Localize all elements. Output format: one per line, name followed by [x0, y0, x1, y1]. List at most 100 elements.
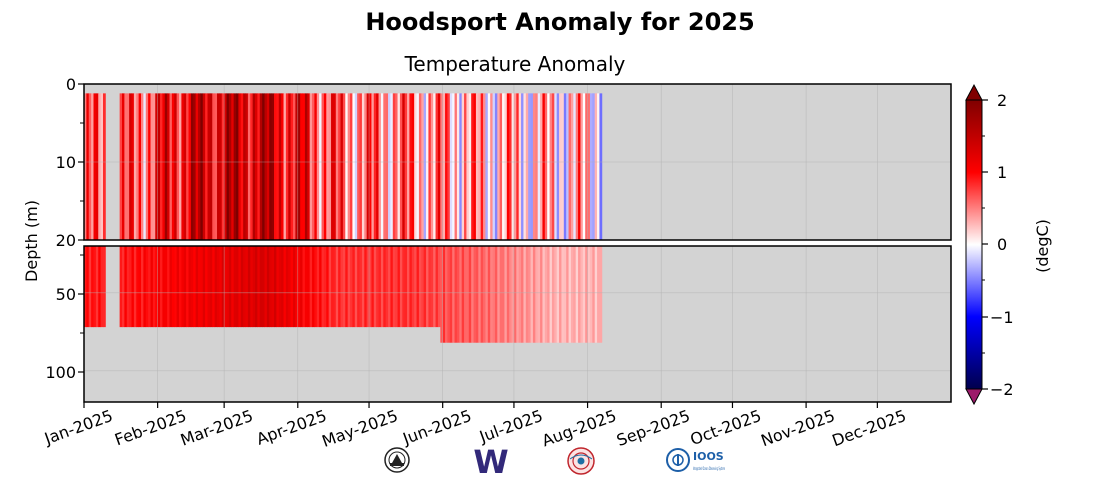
y-tick-label: 0: [66, 75, 76, 94]
heatmap-cell: [578, 93, 581, 240]
heatmap-cell: [385, 93, 389, 240]
x-tick-label: Mar-2025: [178, 406, 256, 450]
heatmap-cell: [171, 93, 175, 240]
heatmap-cell: [212, 93, 216, 240]
heatmap-cell: [399, 93, 403, 240]
heatmap-cell: [188, 93, 192, 240]
heatmap-cell: [473, 246, 477, 343]
heatmap-cell: [397, 246, 401, 328]
heatmap-cell: [528, 93, 531, 240]
heatmap-cell: [297, 93, 301, 240]
heatmap-cell: [414, 93, 417, 240]
heatmap-cell: [423, 93, 427, 240]
heatmap-cell: [129, 93, 132, 240]
heatmap-cell: [174, 93, 178, 240]
x-tick-label: May-2025: [319, 406, 400, 451]
heatmap-cell: [209, 93, 213, 240]
heatmap-cell: [143, 246, 147, 328]
heatmap-cell: [264, 93, 268, 240]
heatmap-cell: [592, 93, 596, 240]
heatmap-cell: [407, 246, 410, 328]
heatmap-cell: [91, 93, 94, 240]
heatmap-cell: [566, 93, 569, 240]
heatmap-cell: [328, 93, 332, 240]
heatmap-cell: [323, 93, 327, 240]
heatmap-cell: [319, 246, 322, 328]
heatmap-cell: [430, 246, 434, 328]
heatmap-cell: [352, 93, 356, 240]
heatmap-cell: [544, 246, 548, 343]
heatmap-cell: [513, 93, 517, 240]
heatmap-cell: [395, 93, 398, 240]
heatmap-cell: [333, 93, 337, 240]
heatmap-cell: [245, 246, 249, 328]
heatmap-cell: [549, 246, 553, 343]
heatmap-cell: [502, 93, 505, 240]
heatmap-cell: [530, 246, 534, 343]
heatmap-cell: [266, 93, 270, 240]
heatmap-cell: [388, 93, 391, 240]
heatmap-cell: [126, 93, 130, 240]
heatmap-cell: [492, 246, 496, 343]
heatmap-cell: [274, 246, 277, 328]
heatmap-cell: [504, 93, 508, 240]
heatmap-cell: [426, 93, 429, 240]
heatmap-cell: [399, 246, 403, 328]
heatmap-cell: [283, 246, 287, 328]
heatmap-cell: [535, 93, 539, 240]
heatmap-cell: [131, 246, 135, 328]
heatmap-cell: [328, 246, 332, 328]
heatmap-cell: [143, 93, 147, 240]
heatmap-cell: [152, 93, 156, 240]
colorbar-tick-label: 1: [997, 163, 1007, 182]
heatmap-cell: [309, 246, 313, 328]
heatmap-cell: [231, 93, 235, 240]
heatmap-cell: [475, 246, 479, 343]
heatmap-cell: [402, 93, 406, 240]
heatmap-cell: [300, 246, 303, 328]
heatmap-cell: [157, 246, 161, 328]
heatmap-cell: [345, 93, 349, 240]
heatmap-cell: [321, 93, 325, 240]
heatmap-cell: [428, 93, 432, 240]
heatmap-cell: [580, 246, 584, 343]
heatmap-cell: [233, 93, 237, 240]
heatmap-cell: [285, 93, 289, 240]
heatmap-cell: [300, 93, 303, 240]
heatmap-cell: [542, 93, 546, 240]
heatmap-cell: [259, 246, 263, 328]
heatmap-cell: [480, 246, 484, 343]
heatmap-cell: [418, 246, 422, 328]
heatmap-cell: [369, 246, 372, 328]
heatmap-cell: [390, 246, 394, 328]
heatmap-cell: [535, 246, 539, 343]
y-tick-label: 20: [56, 231, 76, 250]
colorbar-ticks: [982, 99, 988, 390]
heatmap-cell: [240, 246, 244, 328]
heatmap-cell: [523, 246, 527, 343]
heatmap-cell: [547, 93, 550, 240]
colorbar-label: (degC): [1033, 219, 1052, 273]
heatmap-cell: [207, 93, 211, 240]
heatmap-cell: [532, 93, 536, 240]
heatmap-cell: [483, 93, 486, 240]
heatmap-cell: [316, 246, 320, 328]
heatmap-cell: [288, 93, 292, 240]
heatmap-cell: [585, 93, 588, 240]
heatmap-cell: [219, 246, 223, 328]
heatmap-cell: [428, 246, 432, 328]
heatmap-cell: [554, 93, 558, 240]
heatmap-cell: [195, 93, 199, 240]
heatmap-cell: [361, 93, 365, 240]
heatmap-cell: [599, 93, 603, 240]
heatmap-cell: [392, 246, 396, 328]
x-tick-label: Apr-2025: [254, 406, 329, 449]
heatmap-cell: [559, 246, 562, 343]
heatmap-cell: [466, 246, 470, 343]
heatmap-cell: [359, 93, 363, 240]
heatmap-cell: [269, 93, 273, 240]
heatmap-cell: [193, 93, 197, 240]
heatmap-cell: [540, 93, 543, 240]
heatmap-cell: [186, 93, 189, 240]
heatmap-cell: [236, 246, 239, 328]
